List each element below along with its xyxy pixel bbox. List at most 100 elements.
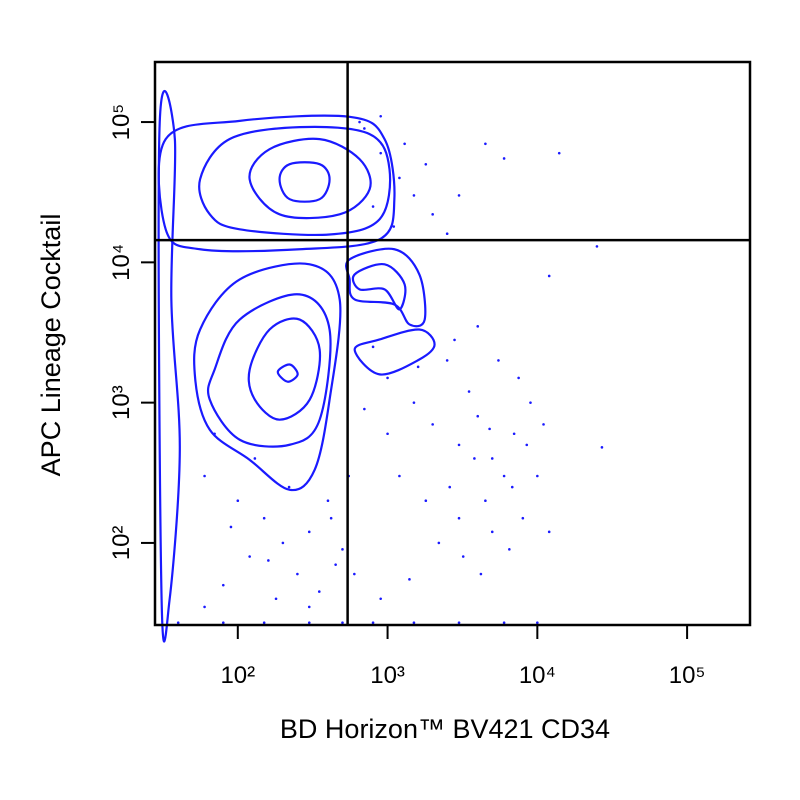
event-dot	[296, 572, 299, 576]
event-dot	[412, 621, 416, 625]
event-dot	[408, 578, 411, 581]
event-dot	[341, 621, 344, 625]
event-dot	[547, 274, 551, 278]
event-dot	[490, 457, 494, 460]
event-dot	[542, 423, 545, 426]
event-dot	[484, 499, 487, 502]
event-dot	[557, 151, 561, 155]
event-dot	[379, 114, 383, 118]
event-dot	[392, 225, 396, 228]
x-tick-label: 10⁴	[519, 662, 556, 689]
event-dot	[510, 485, 514, 489]
event-dot	[457, 621, 461, 625]
contour-line	[353, 328, 436, 376]
event-dot	[317, 590, 321, 593]
event-dot	[457, 443, 461, 447]
event-dot	[176, 621, 180, 625]
event-dot	[484, 142, 487, 146]
y-tick-label: 10²	[108, 526, 135, 561]
event-dot	[437, 541, 441, 545]
event-dot	[431, 423, 434, 426]
event-dot	[379, 151, 383, 155]
event-dot	[457, 516, 461, 520]
event-dot	[416, 365, 420, 369]
event-dot	[448, 485, 452, 489]
contour-line	[276, 363, 299, 383]
event-dot	[508, 548, 511, 551]
event-dot	[467, 390, 471, 393]
event-dot	[379, 597, 383, 601]
event-dot	[512, 432, 516, 436]
contour-line	[198, 125, 392, 237]
y-tick-label: 10⁴	[108, 244, 135, 281]
event-dot	[363, 127, 366, 130]
event-dot	[221, 583, 225, 587]
event-dot	[221, 621, 225, 625]
event-dot	[529, 401, 532, 404]
event-dot	[476, 414, 480, 418]
event-dot	[307, 530, 311, 534]
event-dot	[398, 176, 401, 180]
x-tick-label: 10⁵	[669, 662, 706, 689]
event-dot	[473, 457, 476, 460]
event-dot	[358, 120, 361, 124]
event-dot	[461, 555, 465, 558]
event-dot	[488, 427, 491, 431]
event-dot	[453, 338, 456, 342]
event-dot	[457, 194, 461, 197]
contour-line	[248, 137, 372, 220]
event-dot	[386, 432, 389, 436]
event-dot	[547, 530, 551, 534]
x-tick-label: 10³	[370, 662, 405, 689]
event-dot	[262, 621, 266, 625]
event-dot	[267, 559, 270, 562]
event-dot	[386, 376, 389, 380]
event-dot	[341, 548, 344, 551]
event-dot	[281, 541, 285, 545]
event-dot	[412, 194, 416, 197]
event-dot	[424, 162, 428, 166]
event-dot	[236, 499, 240, 502]
event-dot	[479, 572, 483, 576]
contour-line	[247, 317, 322, 421]
y-axis-title: APC Lineage Cocktail	[36, 214, 66, 477]
event-dot	[445, 232, 449, 236]
event-dot	[412, 401, 416, 404]
event-dot	[476, 325, 480, 328]
event-dot	[329, 516, 333, 520]
event-dot	[595, 245, 599, 248]
event-dot	[502, 474, 506, 478]
event-dot	[262, 516, 266, 520]
event-dot	[536, 621, 539, 625]
event-dot	[334, 563, 337, 566]
contour-line	[278, 161, 331, 203]
event-dot	[371, 345, 375, 349]
event-dot	[307, 605, 311, 609]
event-dot	[229, 525, 233, 529]
event-dot	[371, 621, 375, 625]
event-dot	[326, 499, 330, 502]
event-dot	[521, 516, 525, 520]
y-tick-label: 10⁵	[108, 104, 135, 141]
event-dot	[445, 359, 449, 362]
event-dot	[248, 555, 251, 558]
event-dot	[287, 485, 291, 489]
event-dot	[536, 474, 539, 478]
contour-line	[345, 247, 427, 328]
event-dot	[371, 205, 375, 208]
event-dot	[431, 213, 434, 216]
plot-frame	[153, 60, 752, 627]
event-dot	[490, 530, 494, 534]
event-dot	[497, 359, 500, 362]
contour-line	[206, 293, 332, 448]
event-dot	[274, 597, 278, 601]
event-dot	[203, 605, 206, 609]
event-dot	[403, 142, 406, 146]
event-dot	[203, 474, 206, 478]
event-dot	[517, 376, 520, 380]
contour-line	[157, 114, 396, 253]
event-dot	[502, 621, 506, 625]
x-axis-title: BD Horizon™ BV421 CD34	[280, 714, 610, 744]
